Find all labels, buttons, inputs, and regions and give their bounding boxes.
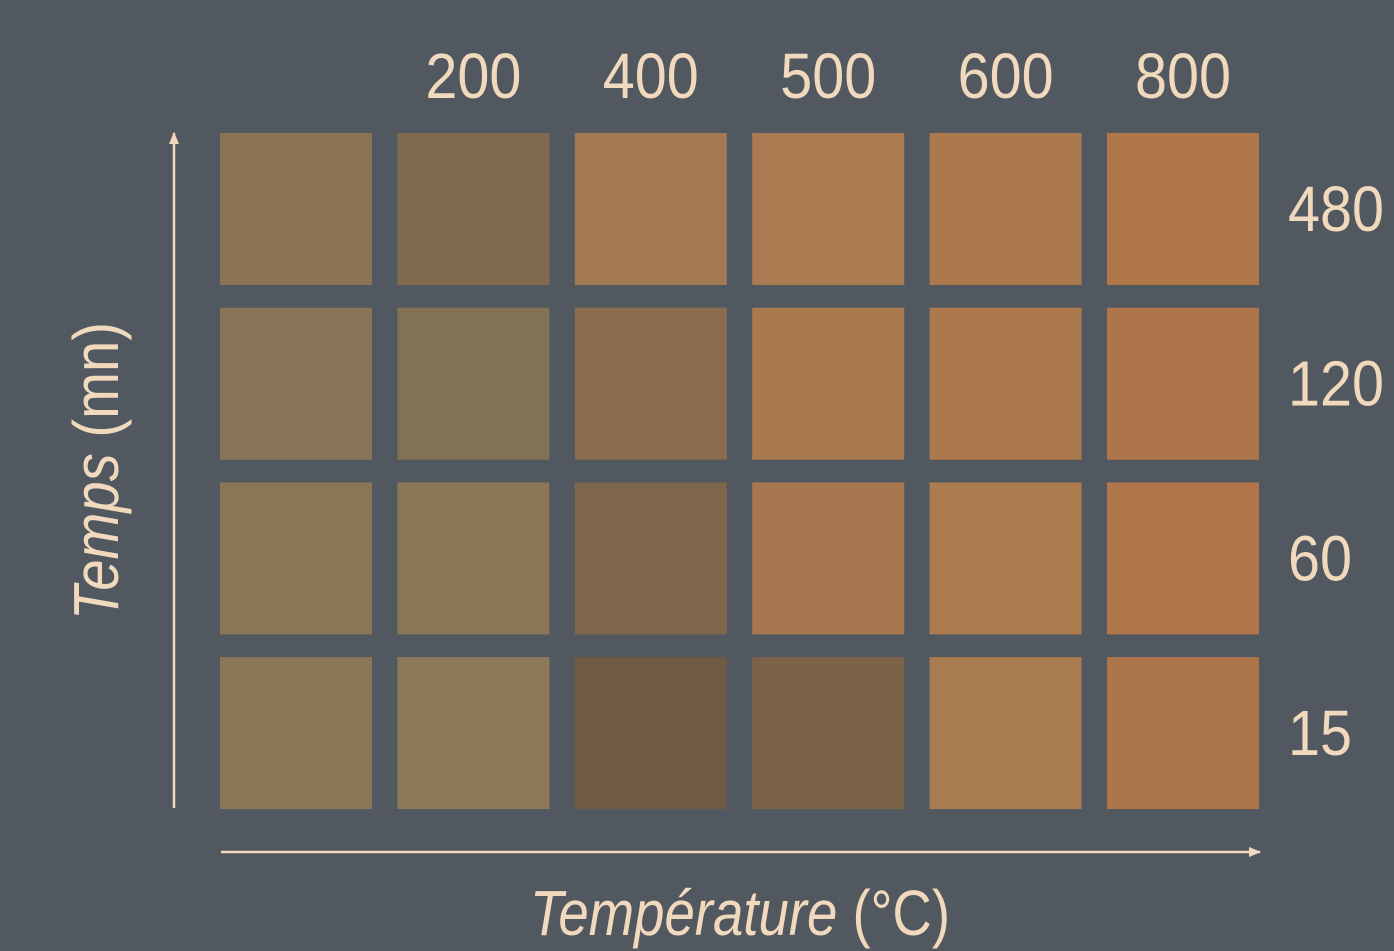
y-axis-title: Temps (mn): [60, 322, 132, 620]
grid-cell-r1-c0: [220, 307, 372, 460]
y-tick-labels: 480 120 60 15: [1288, 173, 1384, 769]
x-tick-label: 500: [780, 40, 876, 112]
grid-cell-r0-c1: [397, 133, 550, 285]
grid-cell-r2-c3: [752, 482, 905, 635]
x-tick-label: 200: [425, 40, 521, 112]
grid-cell-r2-c0: [220, 482, 372, 635]
grid-cell-r0-c3: [752, 133, 905, 285]
x-tick-label: 600: [958, 40, 1054, 112]
grid-cell-r1-c4: [929, 307, 1082, 460]
grid-cell-r3-c0: [220, 657, 372, 810]
grid-cell-r1-c1: [397, 307, 550, 460]
x-tick-labels: 200 400 500 600 800: [425, 40, 1231, 112]
grid-cell-r2-c5: [1107, 482, 1259, 635]
y-tick-label: 15: [1288, 697, 1352, 769]
grid-cell-r2-c1: [397, 482, 550, 635]
grid-cell-r3-c3: [752, 657, 905, 810]
x-tick-label: 800: [1135, 40, 1231, 112]
y-tick-label: 60: [1288, 522, 1352, 594]
y-tick-label: 120: [1288, 348, 1384, 420]
grid-cell-r3-c4: [929, 657, 1082, 810]
grid-cell-r0-c5: [1107, 133, 1259, 285]
grid-cell-r3-c2: [574, 657, 727, 810]
grid-cell-r2-c4: [929, 482, 1082, 635]
grid-cell-r1-c5: [1107, 307, 1259, 460]
cells-layer: [220, 133, 1259, 810]
grid-cell-r3-c5: [1107, 657, 1259, 810]
x-tick-label: 400: [603, 40, 699, 112]
grid-cell-r2-c2: [574, 482, 727, 635]
x-axis-title: Température (°C): [530, 877, 950, 949]
grid-cell-r1-c3: [752, 307, 905, 460]
grid-cell-r0-c4: [929, 133, 1082, 285]
grid-cell-r0-c0: [220, 133, 372, 285]
grid-cell-r0-c2: [574, 133, 727, 285]
grid-cell-r1-c2: [574, 307, 727, 460]
y-tick-label: 480: [1288, 173, 1384, 245]
grid-cell-r3-c1: [397, 657, 550, 810]
